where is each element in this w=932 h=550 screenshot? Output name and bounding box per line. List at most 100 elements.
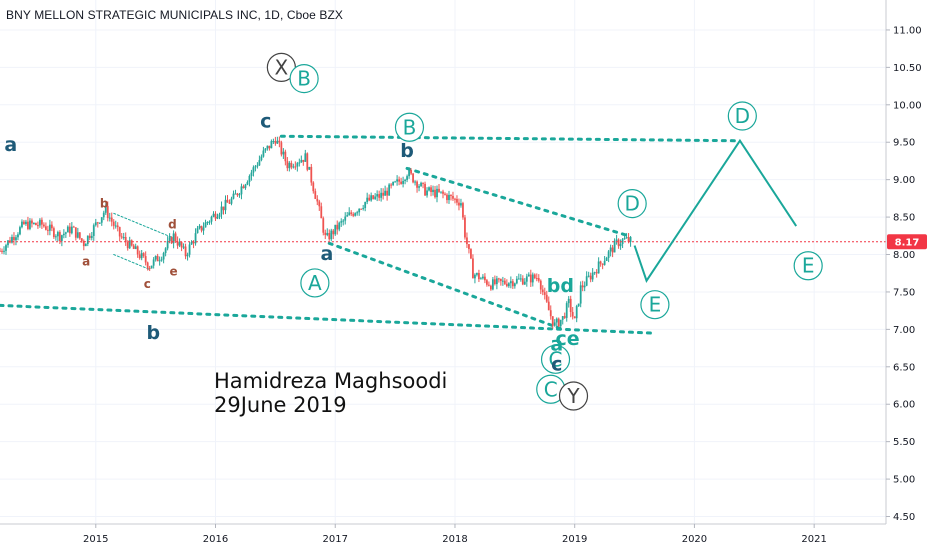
candle-body	[324, 232, 327, 236]
candle-body	[158, 260, 161, 262]
time-axis[interactable]: 2015 2016 2017 2018 2019 2020 2021	[83, 524, 827, 545]
candle-body	[507, 283, 510, 287]
candle-body	[478, 273, 480, 280]
candle-body	[204, 222, 207, 228]
candle-body	[286, 161, 289, 169]
candle-body	[56, 232, 59, 237]
gridlines	[0, 0, 886, 524]
candle-body	[348, 212, 351, 216]
wave-sublabel-b: b	[400, 140, 414, 162]
candle-body	[194, 233, 197, 244]
candle-body	[264, 148, 267, 151]
candle-body	[208, 221, 211, 223]
candle-body	[454, 198, 456, 200]
candle-body	[388, 184, 391, 196]
candle-body	[559, 319, 562, 327]
candle-body	[442, 191, 444, 194]
candle-body	[314, 191, 317, 199]
candle-body	[368, 197, 371, 201]
candle-body	[214, 213, 217, 219]
candle-body	[122, 237, 125, 239]
candle-body	[80, 238, 83, 241]
candle-body	[619, 243, 622, 247]
candle-body	[74, 227, 77, 238]
candle-body	[436, 188, 438, 198]
wave-circle-a	[300, 268, 330, 298]
candle-body	[238, 194, 241, 196]
candle-body	[120, 236, 123, 238]
candle-body	[509, 281, 512, 284]
candle-body	[527, 274, 530, 277]
wave-sublabel-c: c	[144, 277, 151, 291]
candle-body	[330, 230, 333, 240]
candle-body	[62, 233, 65, 236]
price-axis[interactable]: 11.00 10.50 10.00 9.50 9.00 8.50 8.00 7.50 7.00 6…	[886, 25, 922, 523]
candle-body	[569, 298, 572, 313]
candle-body	[380, 192, 383, 198]
trendlines	[0, 134, 738, 335]
candle-body	[370, 195, 373, 201]
candle-body	[398, 179, 400, 182]
candle-body	[48, 224, 51, 231]
candle-body	[446, 194, 448, 201]
candle-body	[549, 310, 552, 317]
candle-body	[561, 316, 564, 320]
candle-body	[350, 212, 353, 215]
candles	[0, 136, 632, 329]
candle-body	[326, 232, 329, 236]
candle-body	[312, 182, 315, 192]
candle-body	[557, 318, 560, 327]
wave-projection	[633, 138, 798, 283]
candle-body	[250, 172, 253, 176]
candle-body	[426, 190, 428, 196]
candle-body	[565, 303, 568, 318]
price-tick-label: 7.00	[893, 325, 915, 336]
trendline-3	[0, 303, 655, 335]
candle-body	[609, 247, 612, 252]
candle-body	[497, 278, 500, 280]
candle-body	[336, 224, 339, 230]
candle-body	[376, 194, 379, 197]
trendline-5	[113, 254, 151, 270]
candle-body	[43, 224, 45, 227]
candle-body	[404, 179, 406, 182]
wave-circle-e	[640, 290, 670, 320]
candle-body	[130, 240, 133, 246]
candle-body	[94, 222, 97, 226]
candle-body	[46, 229, 49, 231]
candle-body	[452, 195, 454, 199]
candle-body	[591, 272, 594, 280]
price-tick-label: 10.50	[893, 63, 922, 74]
price-tick-label: 8.50	[893, 213, 915, 224]
price-tick-label: 6.50	[893, 362, 915, 373]
candle-body	[334, 224, 337, 235]
candle-body	[440, 191, 442, 193]
candle-body	[482, 276, 484, 279]
candle-body	[567, 298, 570, 304]
candle-body	[52, 228, 55, 238]
candle-body	[230, 198, 233, 204]
candle-body	[414, 181, 416, 183]
price-tick-label: 6.00	[893, 400, 915, 411]
candle-body	[310, 166, 313, 183]
candle-body	[258, 160, 261, 166]
candle-body	[306, 153, 309, 170]
candle-body	[266, 145, 269, 149]
candle-body	[140, 253, 143, 259]
last-price-badge-bg	[887, 234, 927, 250]
price-tick-label: 4.50	[893, 512, 915, 523]
candle-body	[302, 159, 305, 162]
wave-circle-d	[617, 189, 647, 219]
candle-body	[607, 251, 610, 258]
candle-body	[168, 237, 171, 242]
candle-body	[242, 186, 245, 189]
last-price-badge: 8.17	[887, 234, 927, 250]
candle-body	[298, 162, 301, 164]
candle-body	[555, 318, 558, 323]
candle-body	[240, 186, 243, 195]
candle-body	[162, 253, 165, 260]
candle-body	[354, 213, 357, 216]
candle-body	[466, 237, 468, 245]
candle-body	[547, 301, 550, 311]
